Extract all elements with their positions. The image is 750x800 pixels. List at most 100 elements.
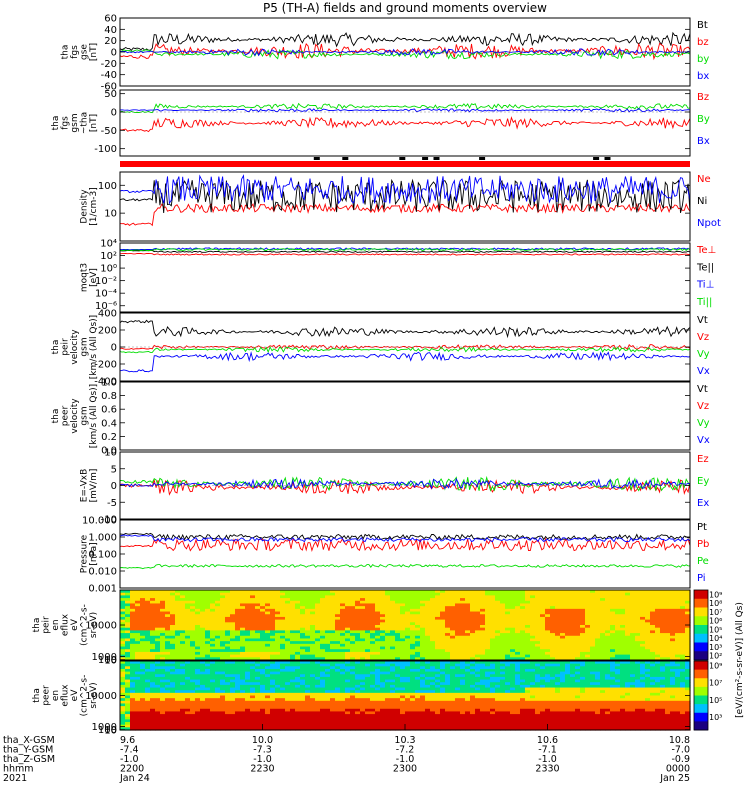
spectrogram-cell xyxy=(280,622,286,626)
spectrogram-cell xyxy=(295,592,301,596)
spectrogram-cell xyxy=(655,654,661,658)
spectrogram-cell xyxy=(355,616,361,621)
spectrogram-cell xyxy=(190,679,196,683)
spectrogram-cell xyxy=(260,690,266,694)
spectrogram-cell xyxy=(370,646,376,650)
spectrogram-cell xyxy=(350,646,356,650)
spectrogram-cell xyxy=(205,590,211,594)
spectrogram-cell xyxy=(420,727,426,731)
spectrogram-cell xyxy=(220,603,226,607)
spectrogram-cell xyxy=(430,711,436,715)
spectrogram-cell xyxy=(305,619,311,623)
spectrogram-cell xyxy=(400,668,406,673)
spectrogram-cell xyxy=(630,638,636,642)
spectrogram-cell xyxy=(270,619,276,623)
spectrogram-cell xyxy=(155,679,161,683)
spectrogram-cell xyxy=(245,611,251,615)
spectrogram-cell xyxy=(535,638,541,642)
panel-frame xyxy=(119,519,691,589)
spectrogram-cell xyxy=(245,661,251,665)
spectrogram-cell xyxy=(495,592,501,596)
spectrogram-cell xyxy=(335,633,341,637)
spectrogram-cell xyxy=(310,592,316,596)
spectrogram-cell xyxy=(625,630,631,634)
spectrogram-cell xyxy=(540,590,546,594)
spectrogram-cell xyxy=(620,638,626,642)
spectrogram-cell xyxy=(605,595,611,599)
spectrogram-cell xyxy=(285,598,291,602)
spectrogram-cell xyxy=(280,708,286,713)
spectrogram-cell xyxy=(125,635,131,640)
spectrogram-cell xyxy=(160,649,166,653)
spectrogram-cell xyxy=(140,598,146,602)
spectrogram-cell xyxy=(675,641,681,645)
spectrogram-cell xyxy=(250,590,256,594)
spectrogram-cell xyxy=(145,590,151,594)
spectrogram-cell xyxy=(535,641,541,645)
spectrogram-cell xyxy=(270,598,276,602)
spectrogram-cell xyxy=(290,698,296,702)
spectrogram-cell xyxy=(325,625,331,629)
spectrogram-cell xyxy=(330,633,336,637)
spectrogram-cell xyxy=(330,611,336,615)
spectrogram-cell xyxy=(225,625,231,629)
spectrogram-cell xyxy=(675,625,681,629)
spectrogram-cell xyxy=(390,654,396,658)
spectrogram-cell xyxy=(150,598,156,602)
spectrogram-cell xyxy=(305,622,311,626)
spectrogram-cell xyxy=(370,714,376,718)
spectrogram-cell xyxy=(400,716,406,720)
spectrogram-cell xyxy=(290,616,296,621)
spectrogram-cell xyxy=(130,682,136,686)
spectrogram-cell xyxy=(450,671,456,675)
spectrogram-cell xyxy=(165,598,171,602)
spectrogram-cell xyxy=(245,684,251,689)
spectrogram-cell xyxy=(470,616,476,621)
spectrogram-cell xyxy=(375,722,381,726)
spectrogram-cell xyxy=(335,627,341,631)
spectrogram-cell xyxy=(600,646,606,650)
spectrogram-cell xyxy=(660,651,666,656)
spectrogram-cell xyxy=(465,608,471,613)
spectrogram-cell xyxy=(640,598,646,602)
spectrogram-cell xyxy=(540,592,546,596)
spectrogram-cell xyxy=(225,676,231,681)
spectrogram-cell xyxy=(455,608,461,613)
spectrogram-cell xyxy=(490,622,496,626)
spectrogram-cell xyxy=(685,625,691,629)
spectrogram-cell xyxy=(305,592,311,596)
spectrogram-cell xyxy=(600,592,606,596)
spectrogram-cell xyxy=(175,651,181,656)
spectrogram-cell xyxy=(220,684,226,689)
spectrogram-cell xyxy=(135,603,141,607)
spectrogram-cell xyxy=(455,706,461,710)
spectrogram-cell xyxy=(220,622,226,626)
spectrogram-cell xyxy=(250,714,256,718)
spectrogram-cell xyxy=(160,716,166,720)
spectrogram-cell xyxy=(415,622,421,626)
spectrogram-cell xyxy=(670,608,676,613)
spectrogram-cell xyxy=(455,630,461,634)
spectrogram-cell xyxy=(455,698,461,702)
spectrogram-cell xyxy=(145,674,151,678)
spectrogram-cell xyxy=(415,700,421,705)
spectrogram-cell xyxy=(420,635,426,640)
spectrogram-cell xyxy=(225,608,231,613)
spectrogram-cell xyxy=(245,679,251,683)
spectrogram-cell xyxy=(400,651,406,656)
spectrogram-cell xyxy=(460,635,466,640)
spectrogram-cell xyxy=(300,608,306,613)
spectrogram-cell xyxy=(650,630,656,634)
spectrogram-cell xyxy=(325,714,331,718)
spectrogram-cell xyxy=(565,622,571,626)
spectrogram-cell xyxy=(255,716,261,720)
spectrogram-cell xyxy=(490,616,496,621)
spectrogram-cell xyxy=(495,641,501,645)
spectrogram-cell xyxy=(485,592,491,596)
spectrogram-cell xyxy=(450,649,456,653)
spectrogram-cell xyxy=(220,608,226,613)
spectrogram-cell xyxy=(535,606,541,610)
spectrogram-cell xyxy=(135,690,141,694)
spectrogram-cell xyxy=(240,687,246,691)
series-line-fgs_gse-3 xyxy=(119,48,691,57)
